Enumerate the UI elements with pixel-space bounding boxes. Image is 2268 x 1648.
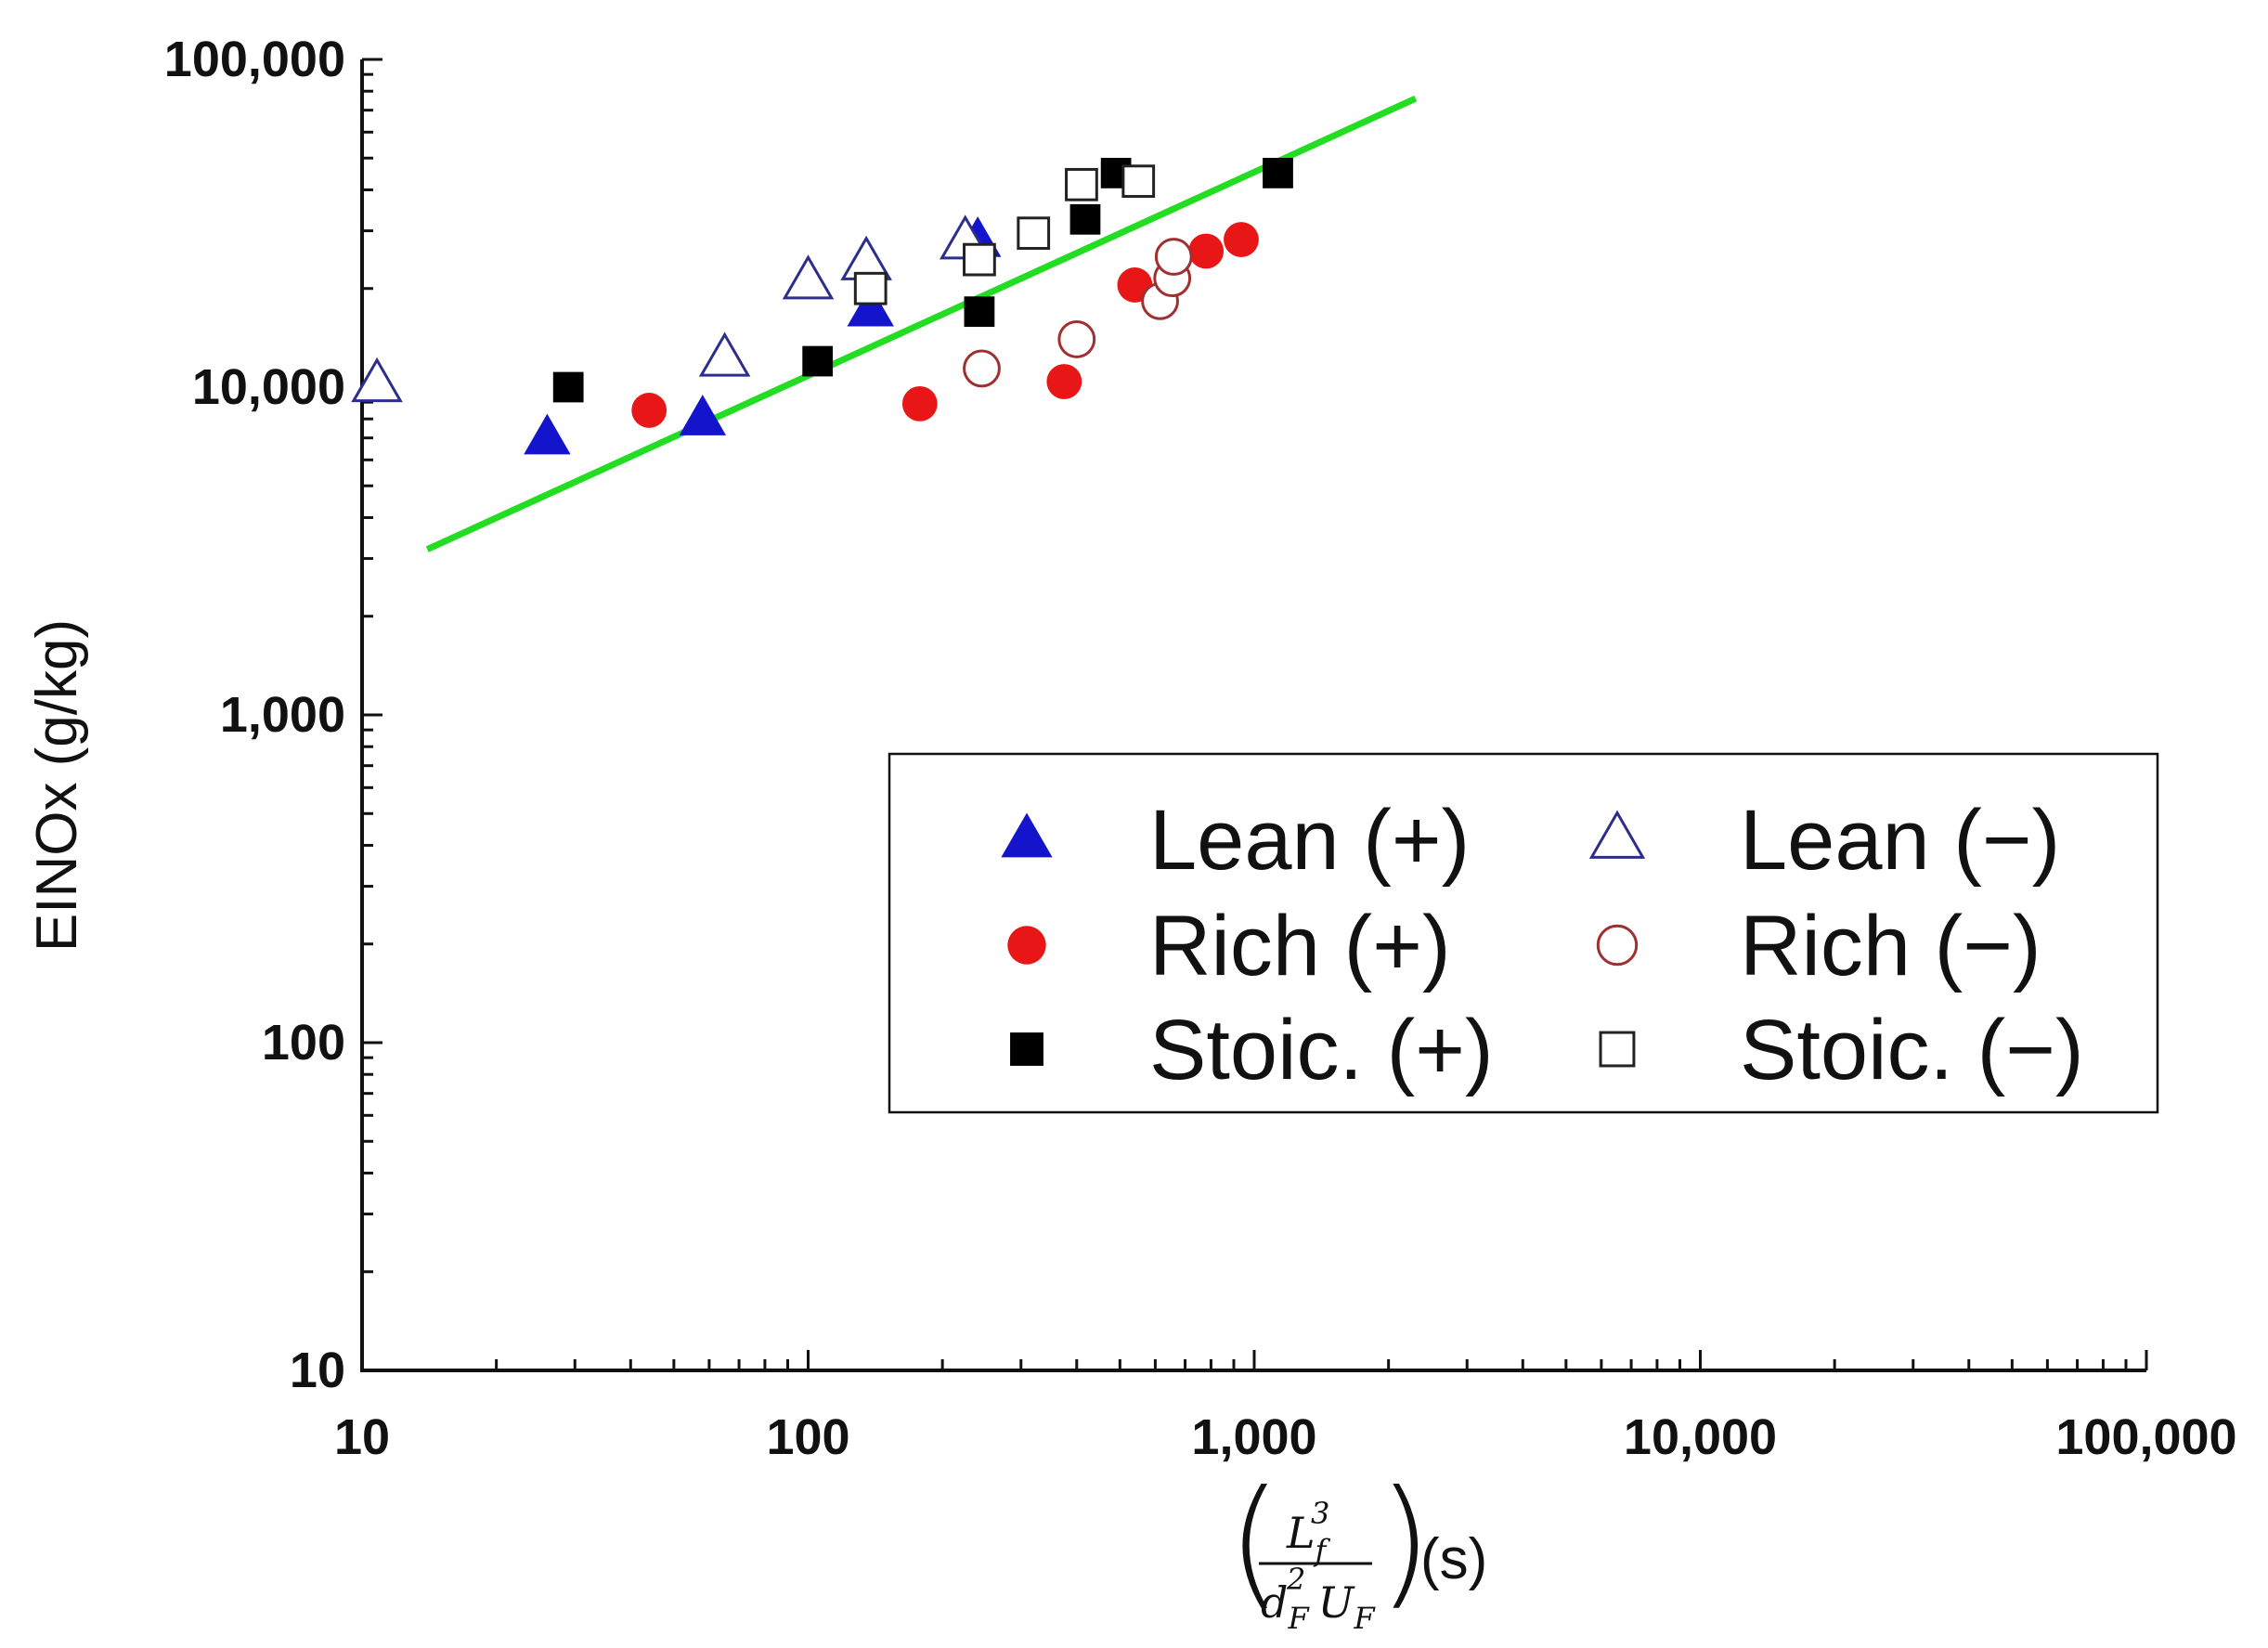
legend-label: Lean (−)	[1740, 793, 2060, 888]
x-tick-label: 10	[334, 1409, 390, 1465]
x-axis-right-paren: )	[1378, 1461, 1432, 1623]
x-axis-denominator-u-sub: F	[1353, 1601, 1376, 1636]
data-point	[847, 285, 894, 327]
data-point	[802, 345, 834, 377]
legend-label: Rich (−)	[1740, 899, 2041, 993]
legend-marker	[1001, 812, 1053, 858]
x-axis-numerator-sup: 3	[1311, 1496, 1329, 1531]
x-axis-numerator-symbol: L	[1286, 1508, 1315, 1558]
data-point	[1065, 167, 1098, 201]
legend-marker	[1599, 1031, 1636, 1068]
axes: 10 100 1,000 10,000 100,000 10 100 1,000 10,000 1…	[164, 32, 2237, 1465]
data-point	[524, 413, 571, 455]
data-point	[782, 254, 835, 300]
y-tick-label: 100,000	[164, 32, 345, 87]
legend-label: Stoic. (+)	[1149, 1003, 1494, 1097]
y-tick-label: 10	[290, 1343, 345, 1398]
legend: Lean (+) Lean (−) Rich (+) Rich (−) Stoic. (…	[888, 752, 2159, 1114]
data-point	[631, 393, 667, 428]
x-axis-title: ( Lf 3 dF UF 2 ) (s)	[1227, 1461, 1487, 1636]
legend-label: Rich (+)	[1149, 899, 1451, 993]
data-points	[351, 158, 1293, 455]
legend-marker	[1010, 1032, 1043, 1066]
x-axis-denominator-sup: 2	[1286, 1562, 1305, 1597]
data-point	[963, 349, 1001, 388]
x-axis-denominator: dF UF	[1261, 1577, 1376, 1636]
x-axis-left-paren: (	[1227, 1461, 1282, 1623]
legend-label: Lean (+)	[1149, 793, 1470, 888]
data-point	[1069, 203, 1101, 235]
data-point	[1121, 164, 1156, 199]
x-tick-label: 100	[766, 1409, 849, 1465]
x-axis-denominator-d: d	[1261, 1577, 1288, 1628]
data-point	[901, 385, 938, 422]
x-axis-unit: (s)	[1420, 1527, 1487, 1591]
legend-box	[888, 752, 2159, 1114]
legend-label: Stoic. (−)	[1740, 1003, 2084, 1097]
series-5	[853, 164, 1156, 305]
x-tick-label: 100,000	[2055, 1409, 2236, 1465]
data-point	[552, 371, 584, 403]
fit-line-layer	[425, 95, 1418, 552]
legend-marker	[1596, 924, 1639, 967]
data-point	[964, 296, 995, 328]
data-point	[1017, 216, 1051, 251]
data-point	[963, 242, 996, 277]
y-tick-label: 1,000	[220, 687, 345, 743]
data-point	[853, 271, 888, 305]
y-tick-label: 100	[262, 1015, 345, 1071]
x-tick-label: 1,000	[1191, 1409, 1316, 1465]
fit-line	[425, 95, 1418, 552]
data-point	[1188, 233, 1225, 269]
x-axis-denominator-d-sub: F	[1287, 1601, 1310, 1636]
y-axis-title: EINOx (g/kg)	[25, 619, 89, 952]
data-point	[679, 395, 727, 435]
series-0	[524, 216, 1002, 455]
series-2	[631, 222, 1259, 428]
series-3	[963, 238, 1193, 388]
data-point	[1046, 364, 1082, 399]
data-point	[1224, 222, 1259, 257]
data-point	[1154, 238, 1193, 276]
legend-marker	[1588, 810, 1646, 859]
series-1	[351, 214, 991, 403]
data-point	[351, 357, 403, 403]
x-axis-denominator-u: U	[1318, 1577, 1356, 1628]
legend-marker	[1007, 926, 1046, 965]
data-point	[1263, 158, 1293, 188]
y-tick-label: 10,000	[192, 359, 345, 415]
data-point	[698, 331, 751, 377]
data-point	[1057, 320, 1096, 358]
x-tick-label: 10,000	[1624, 1409, 1777, 1465]
